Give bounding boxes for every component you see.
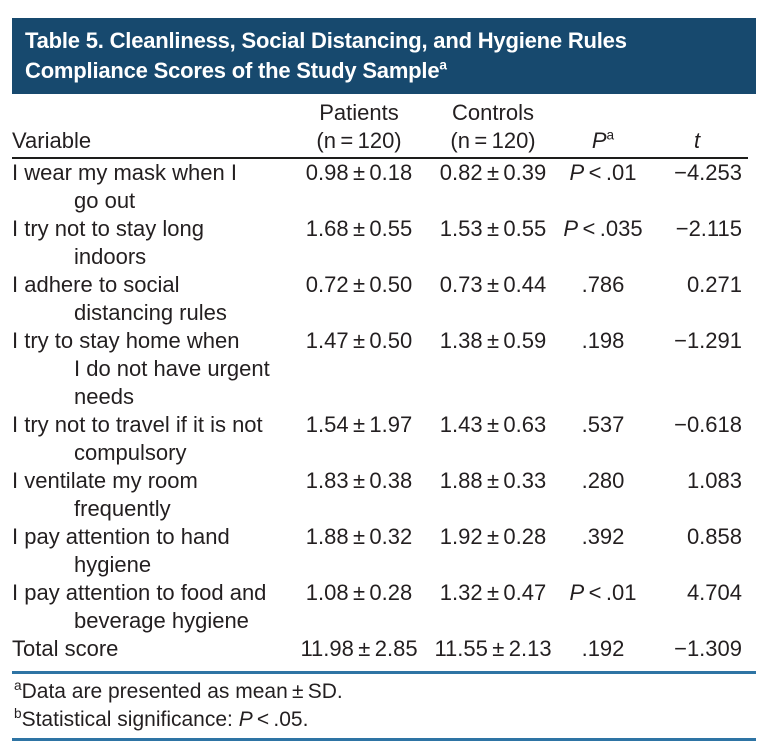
- cell-t: −0.618: [674, 412, 742, 437]
- cell-t: 4.704: [686, 580, 742, 605]
- cell-p: .786: [581, 272, 625, 297]
- col-header-t: t: [646, 99, 748, 159]
- table-title-superscript: a: [439, 57, 447, 73]
- table-row: I try not to travel if it is not compuls…: [12, 411, 748, 467]
- table-row: I pay attention to food and beverage hyg…: [12, 579, 748, 635]
- cell-p: P < .01: [569, 160, 637, 185]
- table-title-line1: Table 5. Cleanliness, Social Distancing,…: [25, 28, 627, 53]
- table-title-bar: Table 5. Cleanliness, Social Distancing,…: [12, 18, 756, 94]
- cell-controls: 1.43 ± 0.63: [439, 412, 547, 437]
- cell-p: .198: [581, 328, 625, 353]
- col-header-p-superscript: a: [606, 127, 615, 143]
- cell-p: .392: [581, 524, 625, 549]
- col-header-p: Pa: [560, 99, 646, 159]
- footnote-b-p-symbol: P: [238, 708, 253, 731]
- cell-variable: I adhere to social distancing rules: [12, 272, 227, 325]
- cell-patients: 1.68 ± 0.55: [305, 216, 413, 241]
- cell-controls: 1.53 ± 0.55: [439, 216, 547, 241]
- cell-patients: 1.08 ± 0.28: [305, 580, 413, 605]
- cell-p: P < .01: [569, 580, 637, 605]
- footnote-a-text: Data are presented as mean ± SD.: [21, 680, 343, 703]
- cell-patients: 0.72 ± 0.50: [305, 272, 413, 297]
- cell-patients: 11.98 ± 2.85: [300, 636, 418, 661]
- footnote-b-marker: b: [14, 706, 22, 721]
- cell-variable: I ventilate my room frequently: [12, 468, 198, 521]
- cell-t: −1.291: [674, 328, 742, 353]
- cell-controls: 1.88 ± 0.33: [439, 468, 547, 493]
- cell-patients: 1.83 ± 0.38: [305, 468, 413, 493]
- cell-controls: 1.38 ± 0.59: [439, 328, 547, 353]
- footnote-a-marker: a: [14, 678, 22, 693]
- table-title-line2: Compliance Scores of the Study Samplea: [25, 56, 743, 86]
- table-body: I wear my mask when I go out 0.98 ± 0.18 0…: [12, 158, 748, 663]
- table-row: I adhere to social distancing rules 0.72 …: [12, 271, 748, 327]
- cell-variable: I pay attention to hand hygiene: [12, 524, 230, 577]
- cell-variable: I wear my mask when I go out: [12, 160, 237, 213]
- col-header-controls-line1: Controls: [452, 100, 534, 125]
- col-header-controls: Controls (n = 120): [426, 99, 560, 159]
- col-header-patients: Patients (n = 120): [292, 99, 426, 159]
- cell-t: −1.309: [674, 636, 742, 661]
- cell-variable: I pay attention to food and beverage hyg…: [12, 580, 267, 633]
- table-row: I wear my mask when I go out 0.98 ± 0.18 0…: [12, 158, 748, 215]
- table-title-line2-text: Compliance Scores of the Study Sample: [25, 58, 440, 83]
- col-header-patients-line1: Patients: [319, 100, 399, 125]
- col-header-variable: Variable: [12, 99, 292, 159]
- col-header-controls-line2: (n = 120): [450, 128, 536, 153]
- cell-p: .280: [581, 468, 625, 493]
- cell-variable: I try to stay home when I do not have ur…: [12, 328, 270, 409]
- col-header-patients-line2: (n = 120): [316, 128, 402, 153]
- cell-t: −4.253: [674, 160, 742, 185]
- cell-t: 0.858: [686, 524, 742, 549]
- table-row: Total score 11.98 ± 2.85 11.55 ± 2.13 .192 −…: [12, 635, 748, 663]
- footnotes: aData are presented as mean ± SD. bStati…: [12, 671, 756, 741]
- cell-t: −2.115: [675, 216, 742, 241]
- cell-variable: I try not to stay long indoors: [12, 216, 204, 269]
- footnote-b-text-after: < .05.: [252, 708, 309, 731]
- footnote-a: aData are presented as mean ± SD.: [14, 678, 754, 706]
- cell-controls: 1.92 ± 0.28: [439, 524, 547, 549]
- cell-controls: 0.82 ± 0.39: [439, 160, 547, 185]
- table-header-row: Variable Patients (n = 120) Controls (n = …: [12, 99, 748, 159]
- cell-t: 1.083: [686, 468, 742, 493]
- cell-variable: I try not to travel if it is not compuls…: [12, 412, 263, 465]
- cell-patients: 1.54 ± 1.97: [305, 412, 413, 437]
- cell-p: .537: [581, 412, 625, 437]
- cell-patients: 1.47 ± 0.50: [305, 328, 413, 353]
- cell-controls: 1.32 ± 0.47: [439, 580, 547, 605]
- cell-p: P < .035: [563, 216, 643, 241]
- table-row: I pay attention to hand hygiene 1.88 ± 0.…: [12, 523, 748, 579]
- cell-patients: 0.98 ± 0.18: [305, 160, 413, 185]
- cell-controls: 0.73 ± 0.44: [439, 272, 547, 297]
- footnote-b-text-before: Statistical significance:: [21, 708, 239, 731]
- footnote-b: bStatistical significance: P < .05.: [14, 706, 754, 734]
- col-header-p-symbol: P: [591, 128, 607, 153]
- table-row: I ventilate my room frequently 1.83 ± 0.3…: [12, 467, 748, 523]
- cell-variable: Total score: [12, 636, 119, 661]
- cell-p: .192: [581, 636, 625, 661]
- table-row: I try not to stay long indoors 1.68 ± 0.5…: [12, 215, 748, 271]
- data-table: Variable Patients (n = 120) Controls (n = …: [12, 99, 748, 663]
- cell-controls: 11.55 ± 2.13: [434, 636, 552, 661]
- table-row: I try to stay home when I do not have ur…: [12, 327, 748, 411]
- cell-t: 0.271: [686, 272, 742, 297]
- cell-patients: 1.88 ± 0.32: [305, 524, 413, 549]
